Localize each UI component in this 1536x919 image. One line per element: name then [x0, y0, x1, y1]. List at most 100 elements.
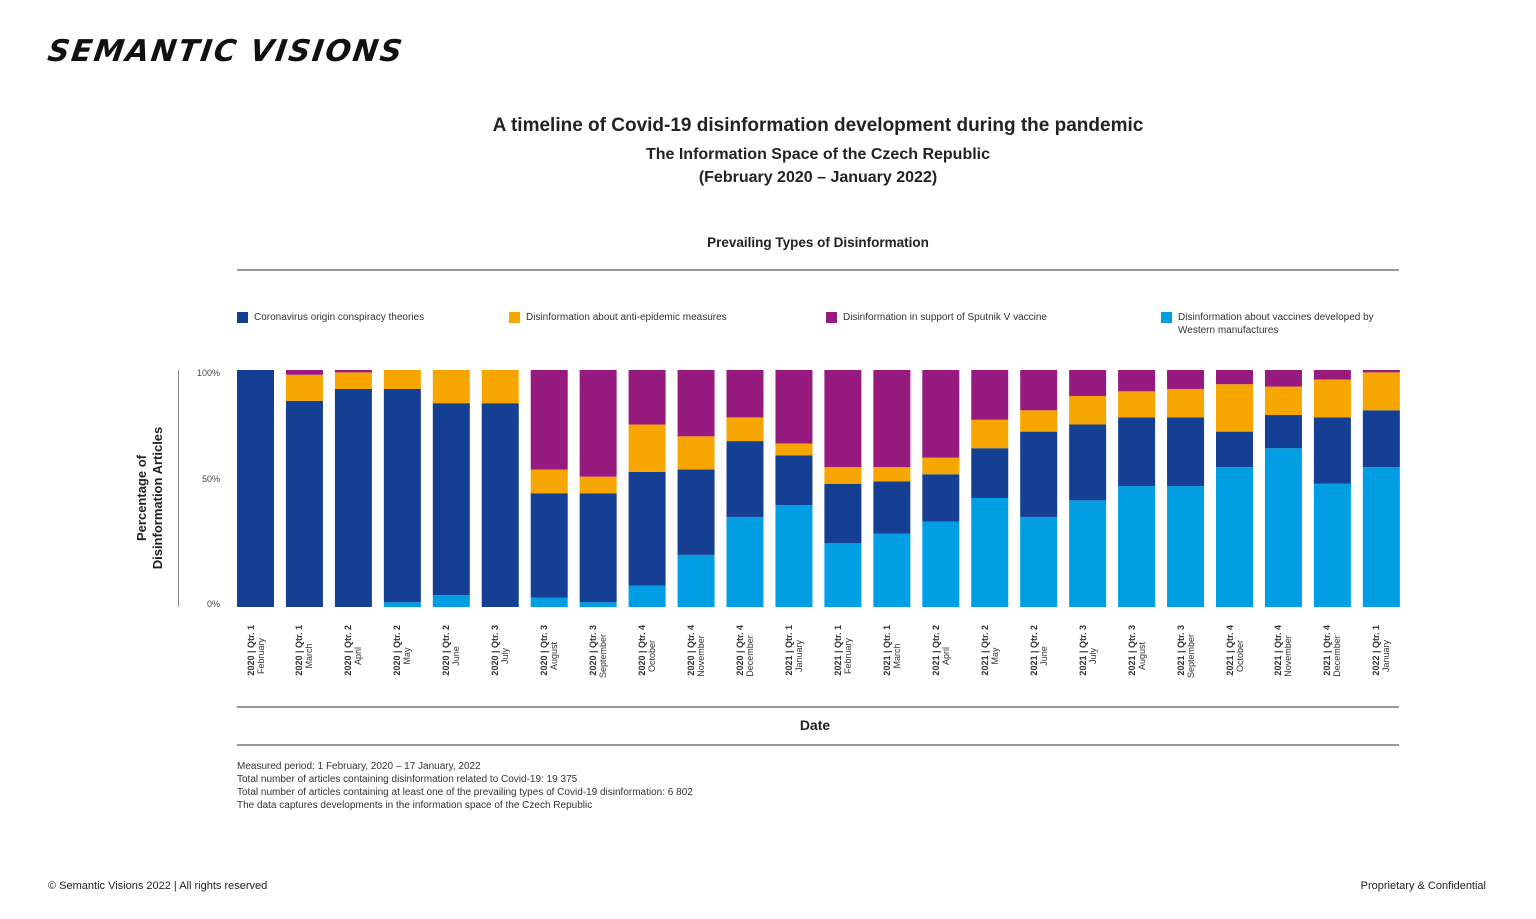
- bar-segment-1-20: [1216, 431, 1253, 468]
- x-tick-label: 2020 | Qtr. 2 April: [343, 625, 363, 695]
- bar-segment-0-18: [1118, 486, 1156, 607]
- x-tick-month: October: [647, 640, 658, 673]
- divider: [237, 706, 1399, 708]
- x-tick-month: March: [891, 643, 902, 669]
- x-tick-month: December: [745, 635, 755, 677]
- y-tick-50: 50%: [201, 474, 220, 484]
- footer-copyright: © Semantic Visions 2022 | All rights res…: [48, 880, 268, 892]
- x-tick-month: November: [1283, 635, 1294, 677]
- bar-segment-0-14: [922, 521, 960, 607]
- bar-segment-2-13: [873, 467, 911, 482]
- bar-segment-2-12: [824, 467, 862, 484]
- x-tick-label: 2021 | Qtr. 4 October: [1225, 625, 1245, 695]
- bar-segment-3-15: [971, 370, 1009, 420]
- bar-segment-1-10: [726, 441, 764, 517]
- bar-segment-0-11: [775, 505, 813, 607]
- x-tick-period: 2021 | Qtr. 4: [1322, 625, 1333, 676]
- x-tick-period: 2021 | Qtr. 3: [1126, 625, 1137, 676]
- x-tick-month: July: [1087, 648, 1098, 665]
- bar-segment-3-13: [873, 370, 911, 468]
- bar-segment-2-5: [481, 370, 519, 404]
- bar-segment-1-3: [383, 388, 421, 603]
- bar-segment-1-2: [334, 388, 372, 607]
- x-tick-period: 2021 | Qtr. 3: [1175, 625, 1186, 676]
- page-subtitle: The Information Space of the Czech Repub…: [645, 146, 991, 163]
- legend-item-origin: Coronavirus origin conspiracy theories: [237, 311, 424, 324]
- bar-segment-2-3: [383, 370, 421, 389]
- bar-segment-2-17: [1069, 396, 1107, 425]
- x-tick-label: 2021 | Qtr. 4 November: [1273, 625, 1293, 695]
- bar-segment-0-9: [677, 554, 715, 607]
- bar-segment-0-13: [873, 533, 911, 607]
- x-tick-label: 2021 | Qtr. 2 April: [930, 625, 951, 695]
- x-tick-period: 2021 | Qtr. 2: [930, 625, 941, 676]
- bar-segment-3-8: [628, 370, 666, 425]
- x-tick-period: 2022 | Qtr. 1: [1371, 625, 1382, 676]
- bar-segment-1-5: [481, 403, 519, 607]
- bar-segment-0-21: [1264, 448, 1302, 607]
- bar-segment-0-22: [1313, 483, 1351, 607]
- bar-segment-1-1: [285, 400, 323, 607]
- bar-segment-3-17: [1069, 370, 1107, 397]
- bar-segment-3-1: [285, 370, 323, 375]
- x-tick-month: May: [402, 647, 413, 665]
- x-tick-month: February: [842, 638, 853, 675]
- bar-segment-3-21: [1264, 370, 1302, 387]
- x-tick-label: 2020 | Qtr. 2 May: [392, 625, 412, 695]
- bar-segment-2-23: [1362, 372, 1400, 411]
- bar-segment-0-6: [530, 597, 568, 607]
- x-tick-period: 2021 | Qtr. 4: [1273, 625, 1284, 676]
- bar-segment-1-18: [1118, 417, 1156, 487]
- x-tick-label: 2020 | Qtr. 3 July: [490, 625, 510, 695]
- legend-swatch: [1161, 312, 1172, 323]
- x-tick-label: 2020 | Qtr. 3 September: [588, 625, 608, 695]
- x-tick-period: 2020 | Qtr. 1: [294, 625, 305, 676]
- x-tick-month: April: [353, 647, 364, 666]
- bar-segment-2-18: [1118, 391, 1156, 418]
- bar-segment-0-15: [971, 497, 1009, 607]
- x-tick-month: January: [793, 639, 804, 673]
- bar-segment-1-12: [824, 483, 862, 544]
- bar-segment-3-22: [1313, 370, 1351, 380]
- x-tick-period: 2021 | Qtr. 1: [881, 625, 892, 676]
- x-tick-month: February: [255, 638, 266, 675]
- bar-segment-1-4: [432, 403, 470, 596]
- x-tick-month: December: [1332, 635, 1343, 677]
- bar-segment-2-15: [971, 419, 1009, 449]
- x-tick-month: March: [304, 643, 315, 669]
- bar-segment-3-2: [334, 370, 372, 373]
- bar-segment-1-7: [579, 493, 617, 603]
- bar-segment-0-16: [1020, 516, 1058, 607]
- legend-label: Disinformation about anti-epidemic measu…: [526, 312, 727, 323]
- x-tick-label: 2020 | Qtr. 1 March: [294, 625, 314, 695]
- bar-segment-2-6: [530, 469, 568, 494]
- bar-segment-3-9: [677, 370, 715, 437]
- x-tick-period: 2021 | Qtr. 1: [783, 625, 794, 676]
- x-tick-label: 2021 | Qtr. 1 January: [783, 625, 804, 695]
- x-tick-period: 2020 | Qtr. 2: [392, 625, 403, 676]
- legend-swatch: [826, 312, 837, 323]
- bar-segment-3-18: [1118, 370, 1156, 392]
- bar-segment-3-16: [1020, 370, 1058, 411]
- x-tick-month: June: [1038, 646, 1049, 666]
- x-tick-label: 2020 | Qtr. 4 December: [735, 625, 755, 695]
- x-tick-label: 2020 | Qtr. 2 June: [441, 625, 461, 695]
- x-tick-label: 2020 | Qtr. 4 November: [686, 625, 706, 695]
- x-tick-period: 2020 | Qtr. 4: [637, 625, 648, 676]
- bar-segment-2-14: [922, 457, 960, 475]
- x-tick-label: 2021 | Qtr. 1 March: [881, 625, 902, 695]
- y-tick-100: 100%: [196, 368, 220, 378]
- bar-segment-2-21: [1264, 386, 1302, 416]
- x-tick-period: 2020 | Qtr. 1: [245, 625, 256, 676]
- bar-segment-0-3: [383, 602, 421, 607]
- x-tick-month: April: [940, 647, 951, 666]
- bar-segment-1-0: [237, 370, 274, 607]
- legend-label: Disinformation in support of Sputnik V v…: [843, 312, 1047, 323]
- page-period: (February 2020 – January 2022): [698, 169, 938, 186]
- bar-segment-1-14: [922, 474, 960, 522]
- x-tick-label: 2021 | Qtr. 2 June: [1029, 625, 1049, 695]
- x-tick-label: 2020 | Qtr. 4 October: [637, 625, 657, 695]
- bar-segment-3-23: [1362, 370, 1400, 373]
- bar-segment-0-17: [1069, 500, 1107, 607]
